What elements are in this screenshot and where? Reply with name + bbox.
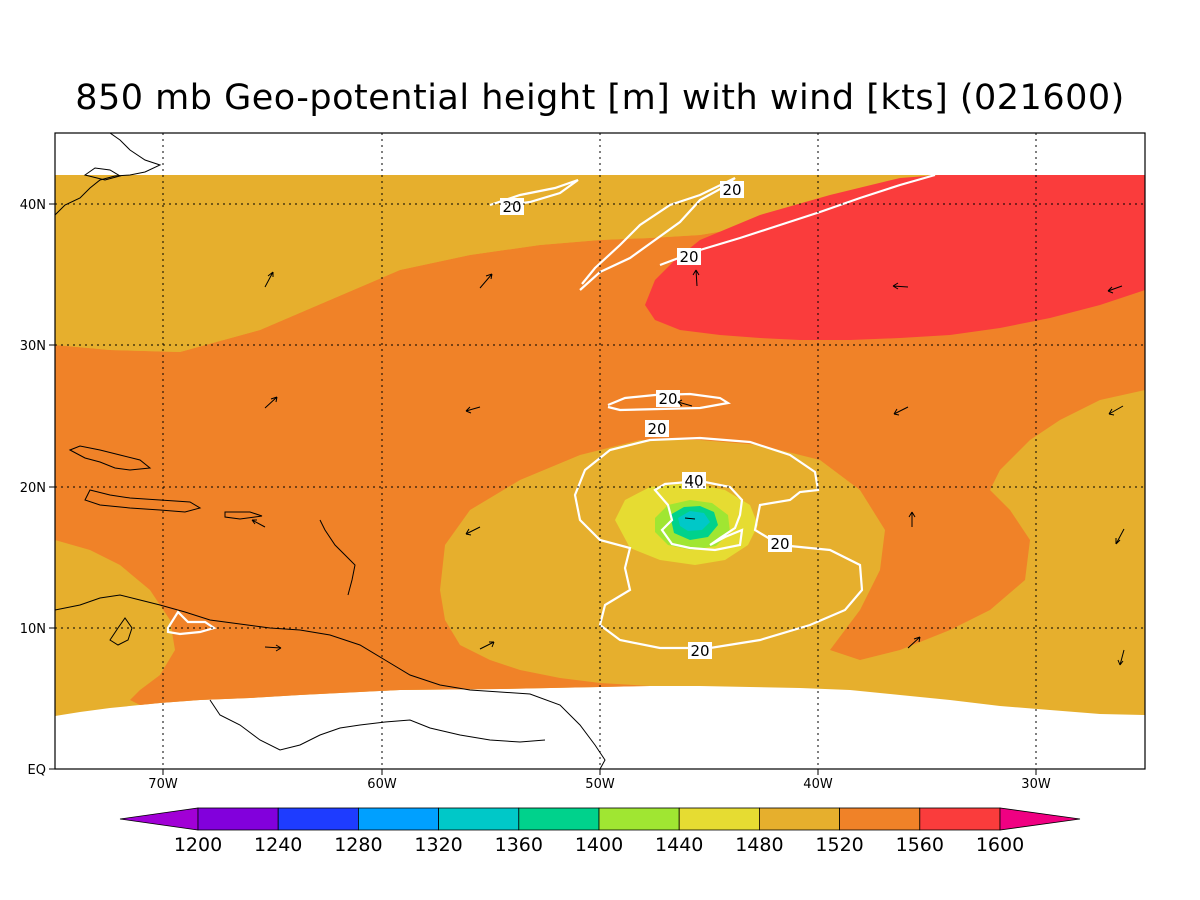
contour-label: 20 (690, 642, 709, 660)
colorbar-tick-label: 1280 (334, 834, 382, 856)
wind-contour-20-middle (607, 392, 732, 412)
colorbar-tick-label: 1480 (735, 834, 783, 856)
wind-contour-20-sw (166, 610, 217, 636)
axis-ticks (49, 203, 1037, 775)
colorbar-swatch (839, 807, 921, 831)
contour-label: 20 (647, 420, 666, 438)
colorbar-swatch (919, 807, 1001, 831)
lon-label-60w: 60W (367, 777, 397, 792)
coastline-guianas (209, 699, 546, 751)
colorbar-swatch (598, 807, 680, 831)
wind-arrow (465, 406, 481, 414)
colorbar-swatch (678, 807, 760, 831)
wind-arrow (465, 526, 481, 536)
colorbar-tick-label: 1200 (174, 834, 222, 856)
coastline-caribbean (68, 445, 152, 471)
wind-contour-20-north-a (489, 178, 579, 208)
colorbar-tick-label: 1360 (495, 834, 543, 856)
colorbar-swatch (438, 807, 520, 831)
colorbar-tick-label: 1400 (575, 834, 623, 856)
wind-arrow (1115, 528, 1125, 545)
lon-label-70w: 70W (148, 777, 178, 792)
wind-arrow (893, 406, 909, 416)
wind-arrow (892, 282, 909, 290)
wind-vectors (251, 269, 1125, 666)
height-band-1360 (678, 511, 710, 531)
wind-contours (166, 173, 936, 650)
colorbar-swatch (518, 807, 600, 831)
colorbar-tick-label: 1320 (414, 834, 462, 856)
lon-label-40w: 40W (803, 777, 833, 792)
lat-label-30n: 30N (20, 339, 46, 354)
contour-label: 20 (770, 535, 789, 553)
colorbar-arrow-high (999, 807, 1081, 831)
coastline-nova-scotia (83, 167, 122, 181)
colorbar-swatch (759, 807, 841, 831)
colorbar-tick-label: 1520 (815, 834, 863, 856)
wind-arrow (908, 511, 916, 527)
wind-arrow (264, 396, 278, 409)
wind-arrow (1117, 649, 1125, 666)
coastline-us-northeast (55, 133, 162, 216)
coastline-puerto-rico (224, 511, 263, 520)
wind-arrow (264, 271, 274, 288)
lon-label-50w: 50W (585, 777, 615, 792)
lat-label-20n: 20N (20, 481, 46, 496)
colorbar-swatch (197, 807, 279, 831)
wind-arrow (677, 399, 693, 407)
coastlines (55, 133, 606, 769)
colorbar-tick-label: 1440 (655, 834, 703, 856)
colorbar-tick-label: 1240 (254, 834, 302, 856)
coastline-maracaibo (109, 617, 133, 646)
lat-label-40n: 40N (20, 198, 46, 213)
colorbar-tick-label: 1560 (896, 834, 944, 856)
wind-arrow (479, 273, 493, 289)
map-title: 850 mb Geo-potential height [m] with win… (75, 78, 1125, 118)
latitude-labels: EQ 10N 20N 30N 40N (20, 198, 46, 778)
wind-arrow (264, 644, 282, 652)
height-band-1600 (645, 175, 1145, 340)
wind-contour-20-north-c (659, 173, 936, 267)
coastline-south-america (55, 594, 606, 769)
coastline-lesser-antilles (319, 519, 356, 596)
colorbar-swatch (357, 807, 439, 831)
lat-label-10n: 10N (20, 622, 46, 637)
contour-labels: 20 20 20 20 20 40 20 20 (500, 181, 792, 660)
lon-label-30w: 30W (1021, 777, 1051, 792)
colorbar-tick-label: 1600 (976, 834, 1024, 856)
grid-lines (55, 133, 1145, 769)
wind-arrow (1108, 405, 1124, 416)
wind-arrow (1107, 285, 1123, 294)
wind-arrow (684, 517, 696, 520)
contour-label: 20 (722, 181, 741, 199)
contour-label: 40 (684, 472, 703, 490)
wind-contour-20-storm (573, 436, 864, 650)
contour-label: 20 (679, 248, 698, 266)
wind-contour-40 (653, 479, 744, 552)
wind-arrow (692, 269, 700, 287)
wind-arrow (479, 641, 495, 650)
lat-label-eq: EQ (28, 763, 46, 778)
colorbar: 1200 1240 1280 1320 1360 1400 1440 1480 1520 1560… (119, 807, 1081, 856)
contour-label: 20 (658, 390, 677, 408)
wind-arrow (251, 519, 266, 528)
height-band-1520-north (55, 175, 930, 352)
coastline-hispaniola (84, 489, 202, 513)
colorbar-swatch (277, 807, 359, 831)
contour-label: 20 (502, 198, 521, 216)
wind-arrow (907, 636, 921, 649)
colorbar-arrow-low (119, 807, 199, 831)
longitude-labels: 70W 60W 50W 40W 30W (148, 777, 1051, 792)
map-plot-area: 20 20 20 20 20 40 20 20 (55, 133, 1145, 769)
